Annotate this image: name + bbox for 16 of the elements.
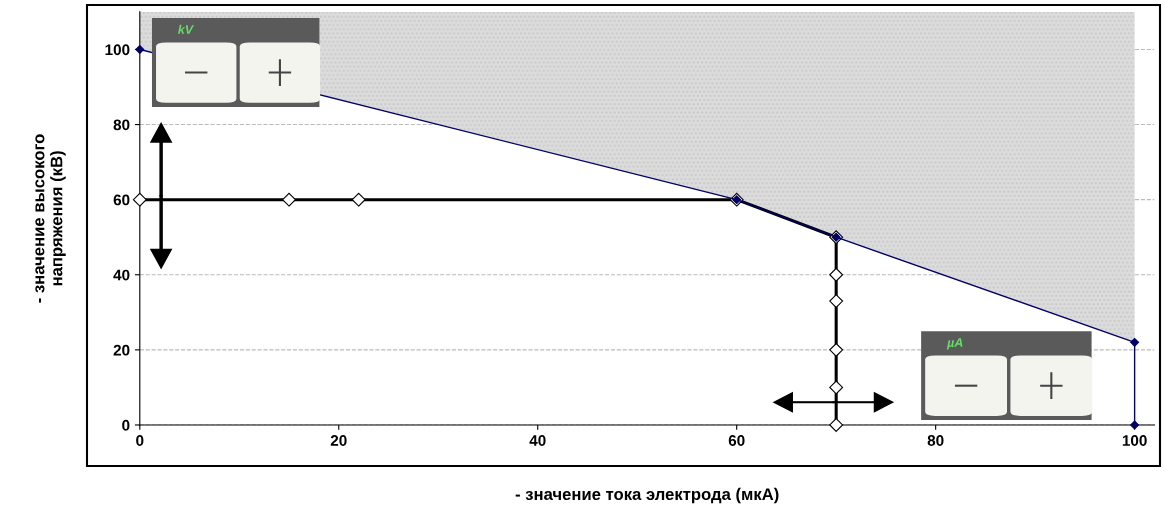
x-tick-label: 100	[1122, 435, 1147, 446]
x-tick-label: 60	[728, 435, 745, 446]
annotation: µA	[946, 338, 963, 350]
x-tick-label: 0	[136, 435, 144, 446]
y-tick-label: 100	[105, 44, 130, 56]
y-tick-label: 80	[113, 119, 130, 131]
y-tick-label: 20	[113, 344, 130, 356]
y-tick-label: 0	[122, 419, 130, 431]
y-tick-label: 60	[113, 194, 130, 206]
x-tick-label: 20	[330, 435, 347, 446]
x-axis-title: - значение тока электрода (мкА)	[515, 487, 779, 504]
x-tick-label: 40	[529, 435, 546, 446]
annotation: kV	[178, 24, 194, 34]
y-axis-title: - значение высокого напряжения (кВ)	[35, 134, 66, 303]
y-tick-label: 40	[113, 269, 130, 281]
x-tick-label: 80	[927, 435, 944, 446]
